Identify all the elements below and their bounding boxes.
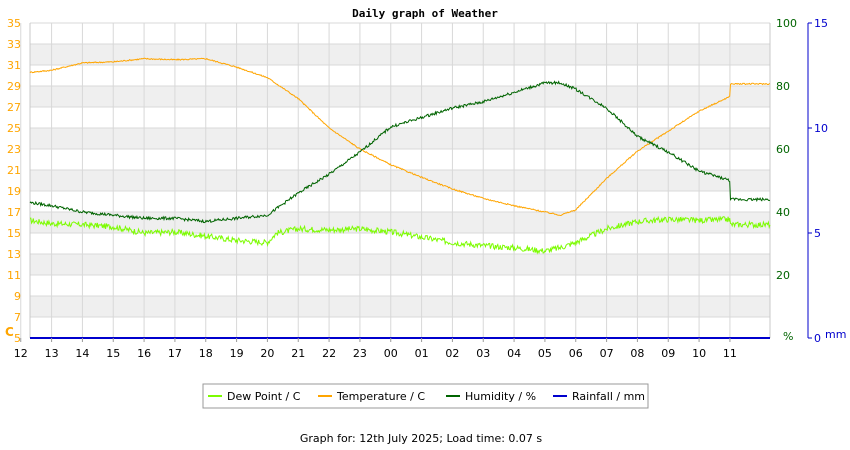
legend: Dew Point / C Temperature / C Humidity / %…	[202, 383, 649, 409]
left-tick-label: 33	[7, 38, 21, 51]
x-tick-label: 12	[14, 347, 28, 360]
grid-band	[30, 149, 770, 170]
grid-band	[30, 317, 770, 338]
grid-band	[30, 44, 770, 65]
grid-band	[30, 23, 770, 44]
right-rainfall-tick-label: 15	[814, 17, 828, 30]
legend-label: Dew Point / C	[227, 390, 301, 403]
x-tick-label: 02	[445, 347, 459, 360]
left-axis: 5 7 9 11 13 15 17 19 21 23 25 27 29 31 33 35 C	[5, 17, 21, 345]
x-tick-label: 01	[415, 347, 429, 360]
series-line-temperature	[29, 57, 771, 217]
right-humidity-tick-label: 60	[776, 143, 790, 156]
legend-label: Rainfall / mm	[572, 390, 645, 403]
left-tick-label: 29	[7, 80, 21, 93]
plot-area	[20, 22, 771, 339]
x-tick-label: 06	[569, 347, 583, 360]
x-axis: 13 14 15 16 17 18 19 20 21 22 23 00 01 02 03 04 05 06 07 08…	[14, 338, 737, 360]
left-tick-label: 21	[7, 164, 21, 177]
right-humidity-tick-label: 100	[776, 17, 797, 30]
left-tick-label: 25	[7, 122, 21, 135]
legend-box	[202, 383, 649, 409]
right-humidity-tick-label: 80	[776, 80, 790, 93]
x-tick-label: 03	[476, 347, 490, 360]
grid-band	[30, 254, 770, 275]
right-humidity-unit: %	[783, 330, 793, 343]
x-tick-label: 21	[291, 347, 305, 360]
grid-band	[30, 296, 770, 317]
x-tick-label: 14	[75, 347, 89, 360]
x-tick-label: 19	[230, 347, 244, 360]
x-tick-label: 13	[45, 347, 59, 360]
grid-band	[30, 107, 770, 128]
grid-band	[30, 212, 770, 233]
x-tick-label: 17	[168, 347, 182, 360]
grid-band	[30, 275, 770, 296]
x-tick-label: 08	[630, 347, 644, 360]
x-tick-label: 15	[106, 347, 120, 360]
left-tick-label: 15	[7, 227, 21, 240]
left-tick-label: 5	[14, 332, 21, 345]
right-rainfall-tick-label: 10	[814, 122, 828, 135]
left-tick-label: 23	[7, 143, 21, 156]
right-humidity-tick-label: 40	[776, 206, 790, 219]
x-tick-label: 07	[600, 347, 614, 360]
right-axis-humidity: 20 40 60 80 100%	[776, 17, 797, 343]
x-tick-label: 09	[661, 347, 675, 360]
right-rainfall-tick-label: 5	[814, 227, 821, 240]
right-axis-rainfall: 0 5 10 15 mm	[807, 17, 846, 345]
left-tick-label: 7	[14, 311, 21, 324]
legend-label: Temperature / C	[336, 390, 425, 403]
left-axis-unit: C	[5, 325, 14, 339]
x-tick-label: 05	[538, 347, 552, 360]
chart-title: Daily graph of Weather	[352, 7, 498, 20]
right-rainfall-unit: mm	[825, 328, 846, 341]
left-tick-label: 9	[14, 290, 21, 303]
x-tick-label: 10	[692, 347, 706, 360]
left-tick-label: 35	[7, 17, 21, 30]
legend-label: Humidity / %	[465, 390, 536, 403]
x-tick-label: 18	[199, 347, 213, 360]
left-tick-label: 11	[7, 269, 21, 282]
footer-text: Graph for: 12th July 2025; Load time: 0.…	[300, 432, 543, 445]
left-tick-label: 17	[7, 206, 21, 219]
left-tick-label: 13	[7, 248, 21, 261]
series-line-humidity	[29, 80, 771, 224]
x-tick-label: 22	[322, 347, 336, 360]
x-tick-label: 00	[384, 347, 398, 360]
series-line-dew	[29, 215, 771, 255]
grid-band	[30, 191, 770, 212]
x-tick-label: 04	[507, 347, 521, 360]
grid-band	[30, 65, 770, 86]
grid-band	[30, 170, 770, 191]
left-tick-label: 27	[7, 101, 21, 114]
left-tick-label: 19	[7, 185, 21, 198]
grid-band	[30, 128, 770, 149]
right-rainfall-tick-label: 0	[814, 332, 821, 345]
grid-band	[30, 86, 770, 107]
left-tick-label: 31	[7, 59, 21, 72]
x-tick-label: 11	[723, 347, 737, 360]
grid-band	[30, 233, 770, 254]
x-tick-label: 23	[353, 347, 367, 360]
x-tick-label: 20	[260, 347, 274, 360]
right-humidity-tick-label: 20	[776, 269, 790, 282]
x-tick-label: 16	[137, 347, 151, 360]
